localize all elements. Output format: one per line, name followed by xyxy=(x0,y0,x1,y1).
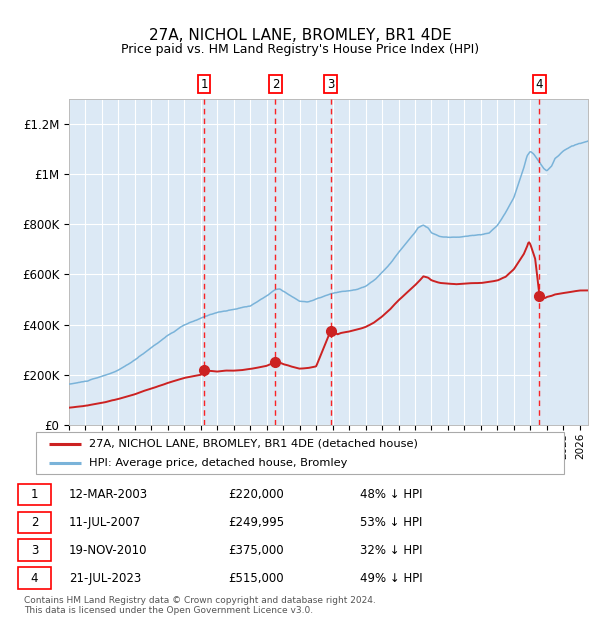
Text: 2: 2 xyxy=(272,78,279,91)
Text: £515,000: £515,000 xyxy=(228,572,284,585)
Text: £375,000: £375,000 xyxy=(228,544,284,557)
Text: Price paid vs. HM Land Registry's House Price Index (HPI): Price paid vs. HM Land Registry's House … xyxy=(121,43,479,56)
Text: £220,000: £220,000 xyxy=(228,488,284,501)
Text: 32% ↓ HPI: 32% ↓ HPI xyxy=(360,544,422,557)
Text: 27A, NICHOL LANE, BROMLEY, BR1 4DE (detached house): 27A, NICHOL LANE, BROMLEY, BR1 4DE (deta… xyxy=(89,438,418,448)
Text: 48% ↓ HPI: 48% ↓ HPI xyxy=(360,488,422,501)
Text: 53% ↓ HPI: 53% ↓ HPI xyxy=(360,516,422,529)
Text: 1: 1 xyxy=(31,488,38,501)
Text: 21-JUL-2023: 21-JUL-2023 xyxy=(69,572,141,585)
Text: 12-MAR-2003: 12-MAR-2003 xyxy=(69,488,148,501)
Text: Contains HM Land Registry data © Crown copyright and database right 2024.
This d: Contains HM Land Registry data © Crown c… xyxy=(24,596,376,615)
Text: 49% ↓ HPI: 49% ↓ HPI xyxy=(360,572,422,585)
Text: 3: 3 xyxy=(327,78,334,91)
Text: 3: 3 xyxy=(31,544,38,557)
Text: £249,995: £249,995 xyxy=(228,516,284,529)
Text: 4: 4 xyxy=(536,78,543,91)
Text: 2: 2 xyxy=(31,516,38,529)
Text: 19-NOV-2010: 19-NOV-2010 xyxy=(69,544,148,557)
Text: 4: 4 xyxy=(31,572,38,585)
Bar xyxy=(547,99,588,425)
FancyBboxPatch shape xyxy=(36,432,564,474)
Text: HPI: Average price, detached house, Bromley: HPI: Average price, detached house, Brom… xyxy=(89,458,347,468)
Text: 27A, NICHOL LANE, BROMLEY, BR1 4DE: 27A, NICHOL LANE, BROMLEY, BR1 4DE xyxy=(149,28,451,43)
Text: 1: 1 xyxy=(200,78,208,91)
Text: 11-JUL-2007: 11-JUL-2007 xyxy=(69,516,141,529)
